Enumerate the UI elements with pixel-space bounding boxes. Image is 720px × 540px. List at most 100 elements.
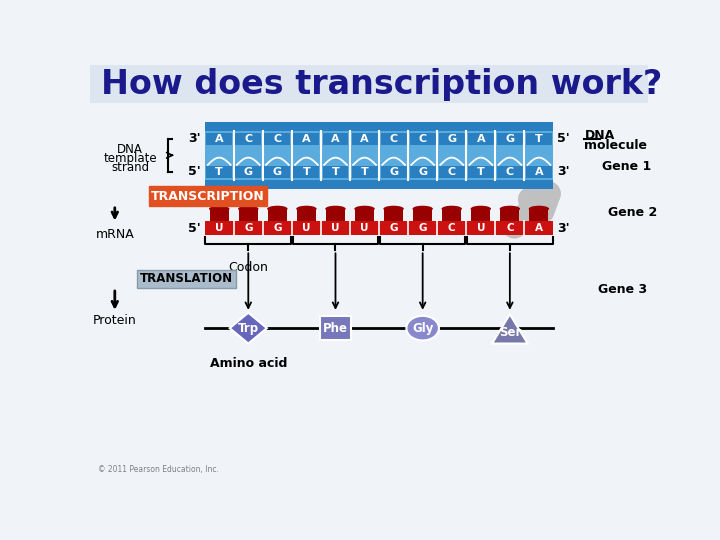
Text: G: G: [244, 223, 253, 233]
Text: T: T: [535, 134, 543, 144]
FancyBboxPatch shape: [497, 166, 523, 178]
FancyBboxPatch shape: [410, 132, 436, 145]
Text: A: A: [535, 223, 543, 233]
FancyBboxPatch shape: [204, 221, 554, 235]
Text: U: U: [331, 223, 340, 233]
Text: 5': 5': [557, 132, 570, 145]
Text: Phe: Phe: [323, 322, 348, 335]
FancyBboxPatch shape: [326, 209, 345, 221]
FancyBboxPatch shape: [500, 209, 519, 221]
FancyBboxPatch shape: [137, 269, 235, 288]
Ellipse shape: [471, 206, 491, 212]
FancyBboxPatch shape: [472, 209, 490, 221]
Text: U: U: [302, 223, 310, 233]
Text: G: G: [418, 223, 427, 233]
FancyBboxPatch shape: [351, 132, 377, 145]
Text: How does transcription work?: How does transcription work?: [101, 68, 662, 100]
Text: G: G: [244, 167, 253, 177]
FancyBboxPatch shape: [206, 132, 233, 145]
FancyBboxPatch shape: [351, 166, 377, 178]
Text: C: C: [448, 167, 456, 177]
FancyBboxPatch shape: [297, 209, 316, 221]
FancyBboxPatch shape: [384, 209, 403, 221]
Text: A: A: [215, 134, 223, 144]
Text: C: C: [390, 134, 397, 144]
Text: A: A: [535, 167, 543, 177]
Text: G: G: [505, 134, 514, 144]
FancyBboxPatch shape: [90, 65, 648, 103]
Polygon shape: [230, 313, 267, 343]
Text: Ser: Ser: [499, 326, 521, 339]
FancyBboxPatch shape: [355, 209, 374, 221]
Text: Protein: Protein: [93, 314, 137, 327]
Text: Gene 1: Gene 1: [601, 160, 651, 173]
FancyBboxPatch shape: [294, 132, 320, 145]
Text: mRNA: mRNA: [96, 228, 134, 241]
FancyBboxPatch shape: [529, 209, 549, 221]
Ellipse shape: [325, 206, 346, 212]
Ellipse shape: [354, 206, 375, 212]
Ellipse shape: [383, 206, 404, 212]
FancyBboxPatch shape: [468, 166, 494, 178]
Text: A: A: [331, 134, 340, 144]
Text: U: U: [360, 223, 369, 233]
FancyBboxPatch shape: [235, 132, 261, 145]
Text: G: G: [390, 223, 398, 233]
FancyBboxPatch shape: [264, 132, 290, 145]
FancyBboxPatch shape: [239, 209, 258, 221]
FancyBboxPatch shape: [204, 179, 554, 189]
Text: 3': 3': [557, 165, 570, 178]
Text: G: G: [447, 134, 456, 144]
FancyBboxPatch shape: [320, 316, 351, 340]
Text: molecule: molecule: [585, 139, 647, 152]
Ellipse shape: [209, 206, 230, 212]
Ellipse shape: [296, 206, 317, 212]
Ellipse shape: [413, 206, 433, 212]
Text: DNA: DNA: [585, 129, 615, 142]
Text: Gene 2: Gene 2: [608, 206, 657, 219]
Ellipse shape: [528, 206, 549, 212]
Text: C: C: [505, 167, 514, 177]
Ellipse shape: [406, 316, 439, 340]
Text: 5': 5': [188, 221, 201, 234]
Text: C: C: [244, 134, 252, 144]
Text: Amino acid: Amino acid: [210, 357, 287, 370]
Text: T: T: [361, 167, 369, 177]
Text: Gene 3: Gene 3: [598, 283, 647, 296]
FancyBboxPatch shape: [442, 209, 462, 221]
FancyBboxPatch shape: [438, 132, 464, 145]
FancyBboxPatch shape: [149, 186, 266, 206]
Text: C: C: [506, 223, 513, 233]
Text: G: G: [418, 167, 427, 177]
Ellipse shape: [267, 206, 287, 212]
Text: T: T: [477, 167, 485, 177]
Text: A: A: [360, 134, 369, 144]
Text: DNA: DNA: [117, 143, 143, 156]
FancyBboxPatch shape: [323, 166, 348, 178]
FancyBboxPatch shape: [497, 132, 523, 145]
Text: 5': 5': [188, 165, 201, 178]
FancyBboxPatch shape: [323, 132, 348, 145]
FancyBboxPatch shape: [381, 132, 407, 145]
Text: strand: strand: [111, 161, 149, 174]
Text: G: G: [273, 223, 282, 233]
FancyBboxPatch shape: [264, 166, 290, 178]
Text: Codon: Codon: [228, 261, 269, 274]
FancyBboxPatch shape: [204, 126, 554, 184]
FancyBboxPatch shape: [235, 166, 261, 178]
Text: T: T: [332, 167, 339, 177]
Text: © 2011 Pearson Education, Inc.: © 2011 Pearson Education, Inc.: [98, 465, 219, 475]
Text: C: C: [448, 223, 456, 233]
Text: U: U: [477, 223, 485, 233]
FancyBboxPatch shape: [468, 132, 494, 145]
Text: C: C: [274, 134, 282, 144]
FancyBboxPatch shape: [268, 209, 287, 221]
Text: T: T: [215, 167, 223, 177]
Text: A: A: [477, 134, 485, 144]
Text: C: C: [418, 134, 427, 144]
Polygon shape: [492, 314, 528, 343]
Text: 3': 3': [188, 132, 201, 145]
Text: T: T: [302, 167, 310, 177]
FancyBboxPatch shape: [526, 166, 552, 178]
FancyBboxPatch shape: [294, 166, 320, 178]
